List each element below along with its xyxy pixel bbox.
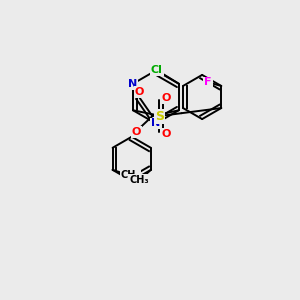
Text: S: S xyxy=(155,110,164,123)
Text: N: N xyxy=(128,79,138,89)
Text: O: O xyxy=(131,127,141,137)
Text: O: O xyxy=(161,129,171,139)
Text: Cl: Cl xyxy=(151,65,163,76)
Text: N: N xyxy=(151,118,160,128)
Text: O: O xyxy=(134,87,144,97)
Text: O: O xyxy=(161,94,171,103)
Text: CH₃: CH₃ xyxy=(129,175,149,185)
Text: F: F xyxy=(204,77,212,87)
Text: CH₃: CH₃ xyxy=(121,170,140,180)
